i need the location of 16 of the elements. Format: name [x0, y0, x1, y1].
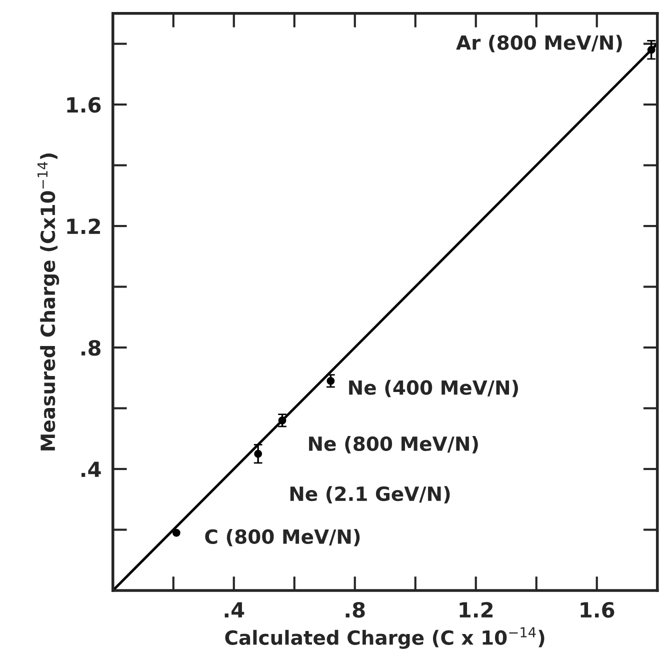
annotation: Ar (800 MeV/N): [456, 34, 622, 52]
x-tick-label: .4: [224, 602, 244, 618]
x-tick-label: .8: [346, 602, 365, 618]
annotation: Ne (400 MeV/N): [349, 380, 518, 398]
annotation: Ne (2.1 GeV/N): [290, 486, 450, 504]
point: [172, 528, 180, 537]
x-axis-title: Calculated Charge (C x 10$^{−14}$): [225, 627, 544, 649]
annotation: Ne (800 MeV/N): [309, 436, 478, 454]
y-tick-label: 1.6: [67, 97, 101, 113]
annotation: C (800 MeV/N): [205, 528, 360, 546]
x-tick-label: 1.2: [460, 602, 493, 618]
y-axis-title: Measured Charge (Cx10$^{−14}$): [38, 154, 60, 450]
y-tick-label: 1.2: [67, 218, 100, 234]
y-tick-label: .4: [81, 462, 101, 477]
y-tick-label: .8: [81, 340, 100, 356]
x-tick-label: 1.6: [580, 602, 614, 618]
